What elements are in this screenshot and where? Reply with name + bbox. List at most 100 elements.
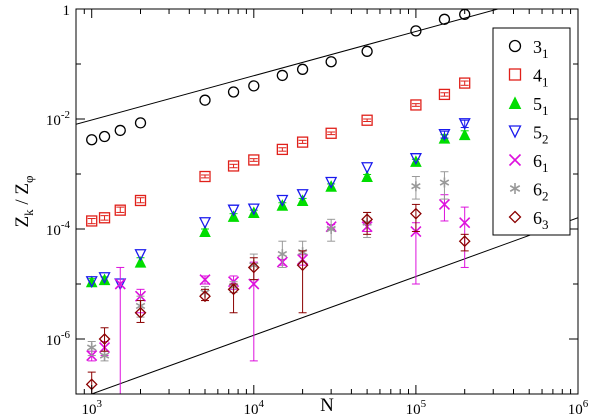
data-point xyxy=(85,276,98,289)
data-point xyxy=(227,204,240,217)
data-point xyxy=(361,213,374,226)
data-point xyxy=(439,177,450,188)
x-tick-label: 105 xyxy=(406,398,427,414)
data-point xyxy=(361,45,373,57)
data-point xyxy=(276,143,288,156)
data-point xyxy=(227,86,240,98)
data-point xyxy=(325,56,337,68)
data-point xyxy=(361,162,374,175)
data-point xyxy=(227,160,240,172)
data-point xyxy=(134,255,147,268)
data-point xyxy=(98,130,111,143)
reference-line-1 xyxy=(76,9,500,125)
data-point xyxy=(248,278,260,290)
data-point xyxy=(277,249,288,260)
data-point xyxy=(98,272,111,285)
y-axis-label-sub-den: φ xyxy=(21,175,36,183)
data-point xyxy=(410,155,422,167)
y-axis-label-main: Z xyxy=(12,216,33,228)
data-point xyxy=(248,154,260,166)
data-point xyxy=(438,128,451,142)
data-point xyxy=(114,204,126,216)
data-point xyxy=(438,88,451,101)
data-point xyxy=(247,261,260,274)
reference-lines xyxy=(76,9,578,394)
legend-label: 61 xyxy=(533,151,549,175)
data-point xyxy=(114,278,126,290)
data-point xyxy=(409,207,422,220)
data-point xyxy=(409,153,422,166)
data-point xyxy=(438,198,451,210)
series-6-1 xyxy=(86,194,471,394)
series-6-3 xyxy=(85,203,471,394)
data-point xyxy=(199,290,211,303)
series-4-1 xyxy=(86,77,471,227)
data-point xyxy=(325,127,337,139)
data-point xyxy=(410,99,422,111)
x-tick-label: 106 xyxy=(568,398,589,414)
data-series xyxy=(85,9,471,394)
y-axis-label: Zk / Zφ xyxy=(12,175,36,227)
legend: 31 41 51 52 61 62 63 xyxy=(492,27,571,236)
legend-marker xyxy=(508,153,522,167)
y-tick-label: 10-2 xyxy=(46,109,70,129)
y-axis-label-sub-num: k xyxy=(21,209,36,216)
data-point xyxy=(326,224,336,234)
legend-marker xyxy=(508,125,522,139)
legend-box xyxy=(492,27,571,236)
data-point xyxy=(247,203,260,216)
data-point xyxy=(276,194,289,207)
data-point xyxy=(134,194,147,207)
data-point xyxy=(86,342,97,353)
data-point xyxy=(98,273,111,286)
data-point xyxy=(114,124,126,137)
data-point xyxy=(248,80,260,92)
data-point xyxy=(134,306,147,319)
data-point xyxy=(98,333,111,345)
plot-frame xyxy=(75,8,579,395)
legend-label: 62 xyxy=(533,180,549,204)
data-point xyxy=(458,128,471,141)
data-point xyxy=(459,77,471,89)
data-point xyxy=(134,117,147,129)
legend-label: 51 xyxy=(533,94,549,118)
data-point xyxy=(198,217,212,230)
reference-line-2 xyxy=(91,217,578,394)
x-axis-label: N xyxy=(320,395,334,414)
legend-marker xyxy=(509,183,521,194)
data-point xyxy=(98,212,111,224)
legend-marker xyxy=(508,39,522,53)
data-point xyxy=(296,259,309,272)
x-tick-label: 103 xyxy=(81,398,102,414)
axes: 103 104 105 106 1 10-2 10-4 10-6 xyxy=(46,3,589,418)
data-point xyxy=(247,206,260,218)
data-point xyxy=(361,114,373,126)
data-point xyxy=(199,170,211,183)
data-point xyxy=(296,136,309,148)
data-point xyxy=(199,274,211,286)
data-point xyxy=(458,118,471,131)
legend-label: 63 xyxy=(533,208,549,232)
data-point xyxy=(134,249,147,262)
data-point xyxy=(199,94,211,106)
series-3-1 xyxy=(86,9,471,146)
data-point xyxy=(199,225,211,238)
data-point xyxy=(296,189,309,202)
legend-label: 41 xyxy=(533,66,549,90)
legend-marker xyxy=(508,68,522,81)
y-tick-label: 10-6 xyxy=(46,329,71,349)
y-tick-label: 10-4 xyxy=(46,219,71,239)
legend-marker xyxy=(508,96,522,109)
y-axis-label-mid: / Z xyxy=(12,183,33,209)
data-point xyxy=(296,63,309,75)
y-tick-label: 1 xyxy=(63,3,71,19)
data-point xyxy=(86,134,98,146)
legend-marker xyxy=(508,210,522,224)
data-point xyxy=(99,350,110,361)
legend-label: 31 xyxy=(533,37,549,61)
data-point xyxy=(459,217,471,229)
data-point xyxy=(458,235,471,248)
data-point xyxy=(276,69,288,82)
